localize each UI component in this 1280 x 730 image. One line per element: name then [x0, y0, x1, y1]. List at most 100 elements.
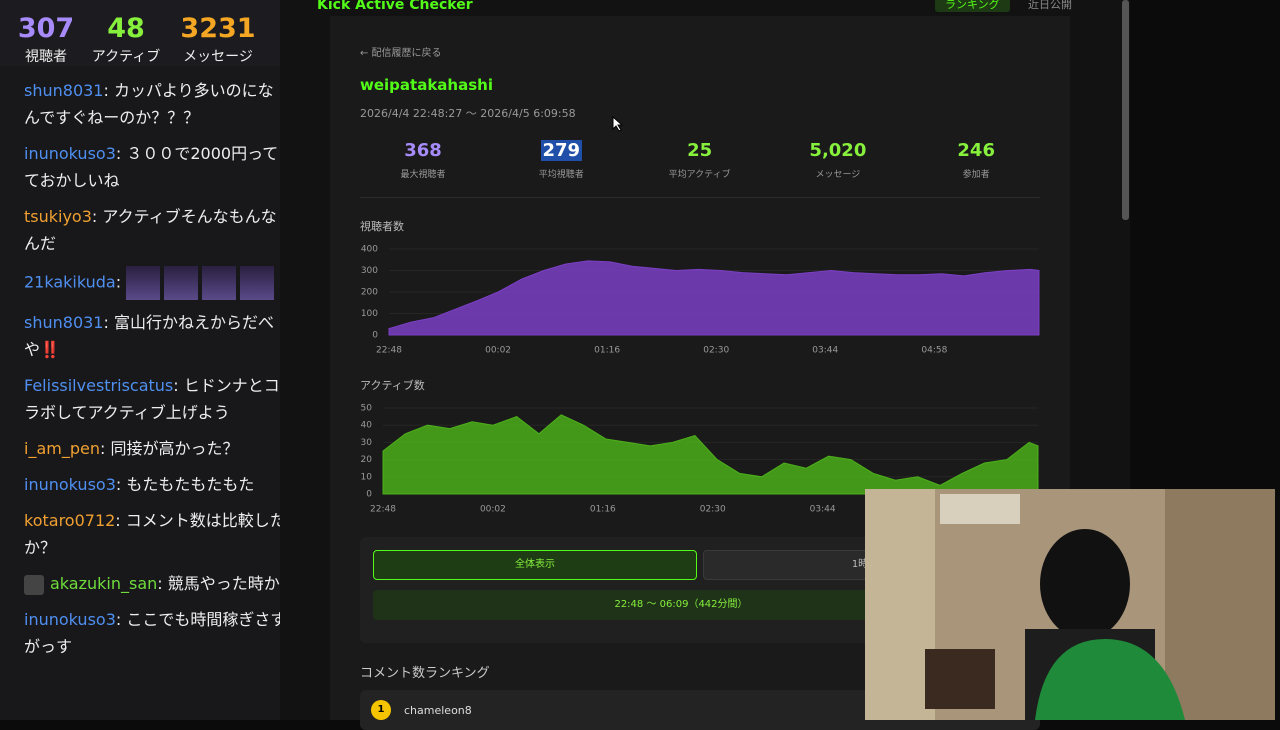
ranking-name: chameleon8	[404, 704, 472, 717]
stat-value: 246	[957, 140, 995, 161]
stat-value: 279	[540, 140, 583, 161]
chat-text: 競馬やった時か	[167, 574, 280, 593]
separator: :	[115, 144, 127, 163]
chat-text: 同接が高かった？	[110, 439, 239, 458]
overlay-stat: 307 視聴者	[0, 12, 92, 66]
stat-label: アクティブ	[91, 49, 161, 65]
chat-text: ここでも時間稼ぎさすがっす	[24, 610, 287, 656]
emote	[126, 266, 161, 300]
y-tick-label: 20	[361, 455, 373, 465]
x-tick-label: 02:30	[703, 346, 729, 356]
chat-message: akazukin_san: 競馬やった時か	[24, 570, 289, 597]
x-tick-label: 22:48	[376, 346, 402, 356]
chat-message: tsukiyo3: アクティブそんなもんなんだ	[24, 203, 289, 257]
chat-message: 21kakikuda:	[24, 266, 289, 300]
emote	[164, 266, 199, 300]
divider	[360, 197, 1040, 198]
stat-label: メッセージ	[183, 49, 253, 65]
chat-list: shun8031: カッパより多いのになんですぐねーのか？？？ inunokuso…	[0, 66, 305, 660]
chat-panel: shun8031: カッパより多いのになんですぐねーのか？？？ inunokuso…	[0, 66, 305, 720]
webcam	[865, 489, 1275, 720]
chat-user[interactable]: shun8031	[24, 81, 104, 100]
area	[388, 260, 1040, 336]
chat-user[interactable]: 21kakikuda	[24, 272, 116, 292]
stat-value: 5,020	[809, 140, 867, 161]
chat-user[interactable]: Felissilvestriscatus	[24, 376, 174, 395]
scrollbar[interactable]	[1122, 0, 1129, 220]
stat-label: 視聴者	[25, 49, 67, 65]
chat-text: カッパより多いのになんですぐねーのか？？？	[24, 81, 274, 127]
nav-link[interactable]: 近日公開	[1028, 0, 1072, 11]
overlay-stat: 48 アクティブ	[80, 12, 172, 66]
streamer-name: weipatakahashi	[360, 76, 493, 94]
separator: :	[99, 439, 111, 458]
stat-label: 平均アクティブ	[668, 170, 731, 180]
summary-stat: 25 平均アクティブ	[640, 140, 760, 180]
x-tick-label: 03:44	[810, 505, 836, 515]
rank-badge: 1	[371, 700, 391, 720]
stat-label: 参加者	[962, 170, 990, 180]
chat-text: アクティブそんなもんなんだ	[24, 207, 277, 253]
back-link[interactable]: ← 配信履歴に戻る	[360, 48, 442, 59]
separator: :	[115, 475, 127, 494]
chat-text: もたもたもたもた	[126, 475, 255, 494]
cursor	[612, 116, 624, 132]
nav-link[interactable]: ランキング	[935, 0, 1010, 12]
chat-text: ヒドンナとコラボしてアクティブ上げよう	[24, 376, 280, 422]
stat-value: 307	[17, 13, 75, 44]
chat-message: i_am_pen: 同接が高かった？	[24, 435, 289, 462]
separator: :	[115, 511, 126, 530]
chat-user[interactable]: i_am_pen	[24, 439, 100, 458]
x-tick-label: 00:02	[480, 505, 506, 515]
chat-message: inunokuso3: ここでも時間稼ぎさすがっす	[24, 606, 289, 660]
summary-stat: 279 平均視聴者	[501, 140, 621, 180]
chat-user[interactable]: inunokuso3	[24, 144, 116, 163]
y-tick-label: 300	[361, 266, 378, 276]
chat-message: shun8031: 富山行かねえからだべや‼️	[24, 309, 289, 363]
separator: :	[103, 81, 114, 100]
x-tick-label: 00:02	[485, 346, 511, 356]
button[interactable]: 全体表示	[373, 550, 697, 580]
stat-label: 平均視聴者	[538, 170, 584, 180]
chat-user[interactable]: inunokuso3	[24, 610, 116, 629]
period: 2026/4/4 22:48:27 〜 2026/4/5 6:09:58	[360, 107, 576, 120]
emote	[202, 266, 237, 300]
chat-text: 富山行かねえからだべや‼️	[24, 313, 274, 359]
chat-message: kotaro0712: コメント数は比較したか？	[24, 507, 289, 561]
x-tick-label: 03:44	[812, 346, 838, 356]
chat-user[interactable]: inunokuso3	[24, 475, 116, 494]
x-tick-label: 04:58	[921, 346, 947, 356]
chat-message: inunokuso3: もたもたもたもた	[24, 471, 289, 498]
chat-message: shun8031: カッパより多いのになんですぐねーのか？？？	[24, 77, 289, 131]
x-tick-label: 01:16	[594, 346, 620, 356]
y-tick-label: 50	[361, 404, 373, 414]
separator: :	[173, 376, 184, 395]
chart-title: 視聴者数	[360, 219, 404, 233]
area	[382, 414, 1039, 495]
chat-user[interactable]: kotaro0712	[24, 511, 116, 530]
summary-stat: 246 参加者	[916, 140, 1036, 180]
stat-label: 最大視聴者	[400, 170, 446, 180]
chart-title: アクティブ数	[360, 378, 425, 392]
section-title: コメント数ランキング	[360, 666, 490, 681]
emote	[240, 266, 275, 300]
chat-message: inunokuso3: ３００で2000円ってておかしいね	[24, 140, 289, 194]
x-tick-label: 22:48	[370, 505, 396, 515]
stat-value: 25	[687, 140, 713, 161]
overlay-stat: 3231 メッセージ	[172, 12, 264, 66]
separator: :	[115, 272, 127, 292]
x-tick-label: 01:16	[590, 505, 616, 515]
y-tick-label: 30	[361, 438, 373, 448]
stat-value: 368	[404, 140, 442, 161]
app-title: Kick Active Checker	[317, 0, 473, 13]
chat-user[interactable]: shun8031	[24, 313, 104, 332]
summary-stat: 368 最大視聴者	[363, 140, 483, 180]
chat-user[interactable]: akazukin_san	[50, 574, 158, 593]
separator: :	[103, 313, 114, 332]
avatar	[24, 574, 44, 595]
y-tick-label: 400	[361, 245, 378, 255]
chat-user[interactable]: tsukiyo3	[24, 207, 92, 226]
y-tick-label: 100	[361, 309, 378, 319]
chat-text: ３００で2000円ってておかしいね	[24, 144, 279, 190]
